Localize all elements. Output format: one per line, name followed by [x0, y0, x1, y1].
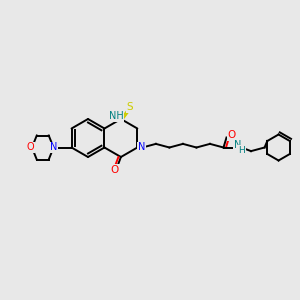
- Text: O: O: [111, 165, 119, 175]
- Text: N: N: [234, 140, 241, 149]
- Text: S: S: [127, 102, 133, 112]
- Text: O: O: [227, 130, 236, 140]
- Text: O: O: [26, 142, 34, 152]
- Text: N: N: [138, 142, 145, 152]
- Text: H: H: [238, 146, 245, 155]
- Text: N: N: [50, 142, 57, 152]
- Text: NH: NH: [109, 111, 123, 121]
